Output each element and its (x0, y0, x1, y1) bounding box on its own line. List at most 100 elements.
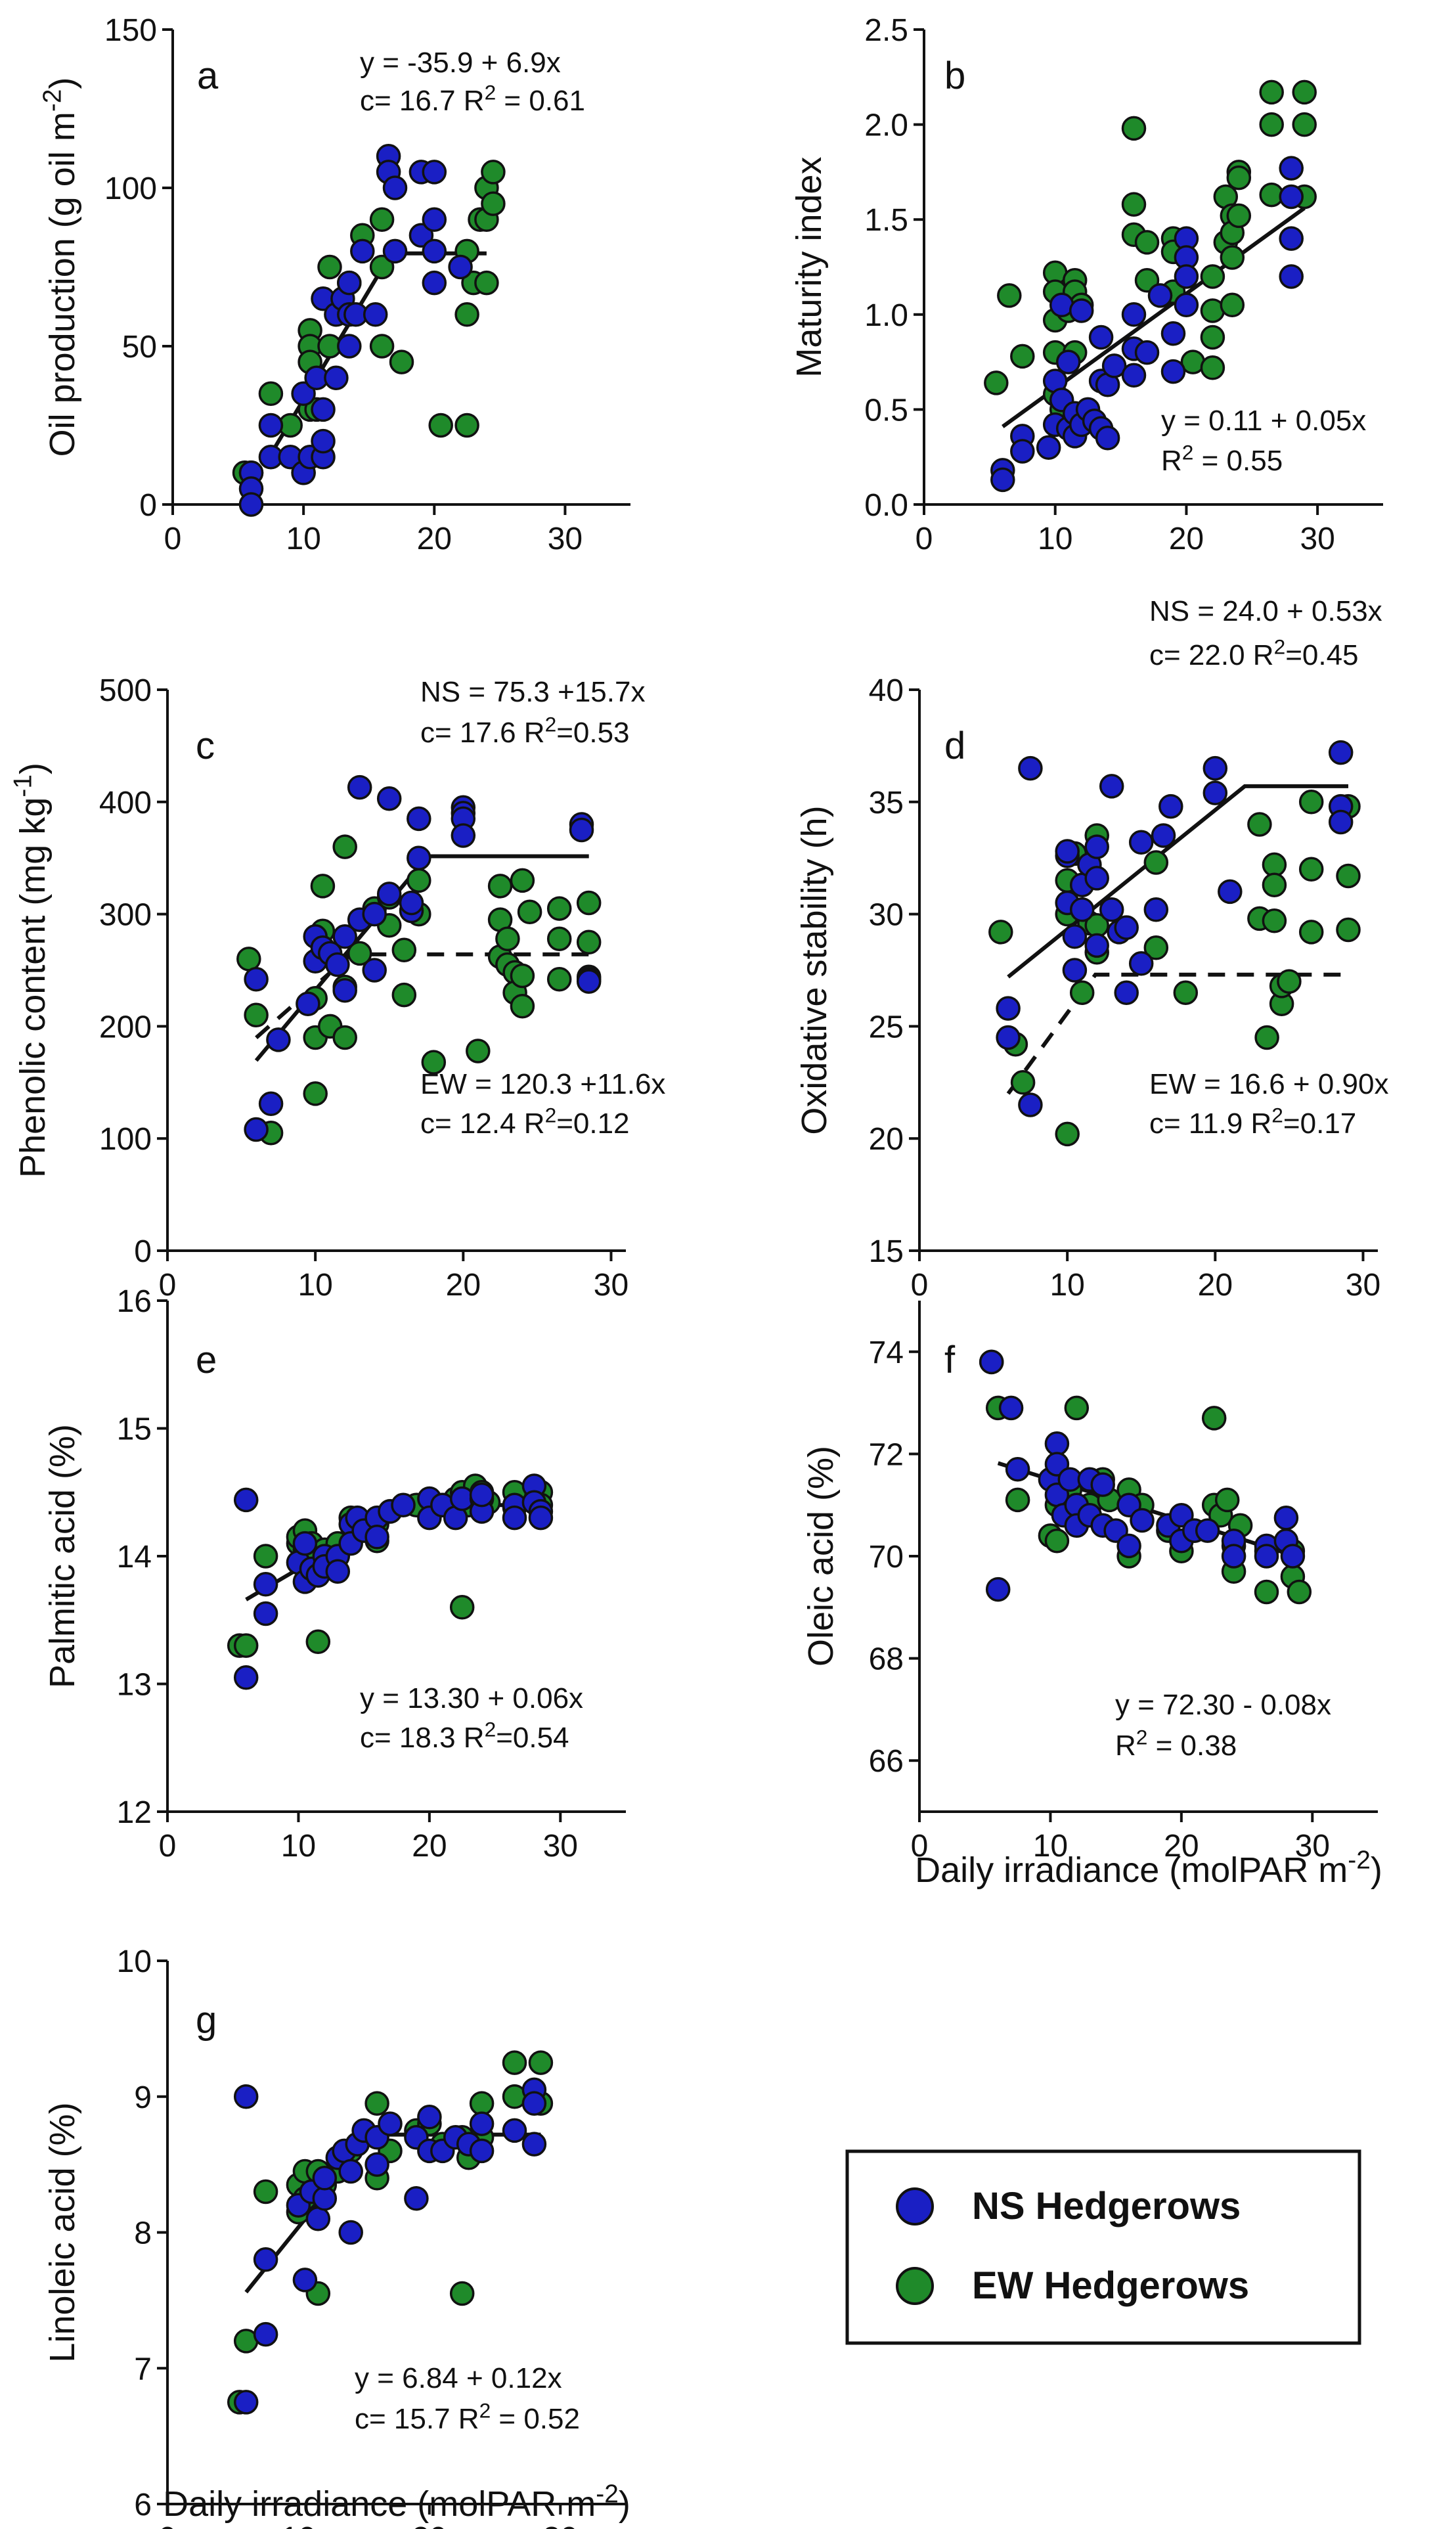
point-ew (487, 874, 513, 899)
legend-ns-label: NS Hedgerows (972, 2185, 1241, 2227)
point-ns (253, 1572, 278, 1597)
point-ns (332, 924, 357, 949)
y-tick-label: 150 (104, 13, 157, 48)
point-ns (1158, 794, 1183, 819)
point-ns (324, 365, 349, 390)
x-tick-label: 10 (286, 522, 320, 556)
point-ns (1069, 298, 1094, 323)
point-ns (233, 1665, 259, 1690)
point-ew (1134, 230, 1160, 255)
point-ew (233, 1633, 259, 1658)
point-ns (1143, 897, 1169, 922)
point-ew (454, 302, 479, 327)
point-ns (233, 1487, 259, 1513)
y-tick-label: 68 (869, 1642, 904, 1677)
point-ns (325, 1559, 351, 1584)
point-ns (312, 2166, 338, 2191)
point-ew (389, 349, 414, 374)
x-tick-label: 0 (159, 2521, 177, 2529)
point-ns (244, 1117, 269, 1142)
point-ns (364, 2152, 389, 2177)
point-ns (233, 2390, 259, 2415)
y-tick-label: 400 (99, 786, 152, 820)
panel-label: g (196, 1999, 217, 2042)
point-ew (1121, 192, 1147, 217)
point-ns (1134, 340, 1160, 365)
point-ns (1151, 823, 1176, 848)
point-ns (253, 2321, 278, 2347)
point-ns (417, 2105, 442, 2130)
point-ns (364, 1525, 389, 1550)
point-ns (253, 1601, 278, 1626)
point-ew (1214, 1487, 1240, 1513)
point-ns (1018, 755, 1043, 781)
y-tick-label: 100 (104, 171, 157, 206)
point-ew (1292, 112, 1317, 137)
equation-line: c= 11.9 R2=0.17 (1149, 1103, 1356, 1140)
point-ns (296, 991, 320, 1016)
x-tick-label: 10 (281, 2521, 316, 2529)
point-ew (1287, 1579, 1312, 1605)
point-ns (1069, 897, 1095, 922)
point-ns (325, 952, 350, 977)
equation-line: y = 13.30 + 0.06x (360, 1682, 583, 1714)
y-tick-label: 0.0 (864, 488, 908, 523)
equation-line: R2 = 0.55 (1161, 440, 1283, 477)
y-tick-label: 10 (117, 1944, 152, 1979)
point-ns (238, 492, 264, 517)
y-tick-label: 25 (869, 1010, 904, 1044)
x-tick-label: 30 (1346, 1268, 1380, 1303)
point-ns (305, 2206, 331, 2231)
point-ew (546, 966, 572, 992)
point-ew (1262, 872, 1287, 897)
y-tick-label: 6 (134, 2488, 152, 2522)
y-axis-label: Phenolic content (mg kg-1) (9, 763, 53, 1178)
point-ns (422, 270, 447, 296)
y-tick-label: 12 (117, 1795, 152, 1830)
point-ns (350, 238, 375, 264)
panel-label: f (944, 1339, 956, 1381)
point-ns (469, 2111, 495, 2136)
point-ns (362, 958, 387, 983)
point-ew (364, 2091, 389, 2116)
point-ns (1202, 755, 1228, 781)
x-tick-label: 20 (446, 1268, 481, 1303)
point-ew (1292, 79, 1317, 105)
point-ns (1279, 184, 1304, 210)
fit-line-dashed (1006, 972, 1348, 1095)
point-ew (258, 381, 284, 407)
point-ew (1173, 980, 1199, 1005)
y-tick-label: 66 (869, 1744, 904, 1779)
y-tick-label: 40 (869, 673, 904, 708)
point-ew (1254, 1025, 1279, 1050)
x-tick-label: 10 (1033, 1829, 1068, 1864)
point-ns (1202, 780, 1228, 805)
y-tick-label: 0.5 (864, 393, 908, 428)
point-ns (258, 1091, 284, 1117)
point-ns (363, 302, 388, 327)
point-ns (312, 2186, 338, 2211)
point-ns (1099, 774, 1124, 799)
point-ew (528, 2050, 554, 2075)
equation-line: y = 72.30 - 0.08x (1115, 1689, 1331, 1721)
point-ns (521, 2091, 547, 2116)
point-ns (376, 786, 402, 811)
equation-line: c= 16.7 R2 = 0.61 (360, 80, 585, 117)
point-ns (422, 207, 447, 232)
point-ns (408, 223, 434, 248)
point-ew (332, 834, 357, 859)
point-ns (998, 1395, 1024, 1421)
panel-g: 0 10 20 30 6 7 8 9 10 g Linoleic acid (%) Daily irr… (43, 1944, 630, 2529)
equation-line: y = 6.84 + 0.12x (355, 2362, 562, 2394)
point-ns (1128, 951, 1154, 976)
point-ew (1298, 790, 1324, 815)
y-tick-label: 300 (99, 898, 152, 933)
x-axis-label: Daily irradiance (molPAR m-2) (915, 1846, 1382, 1890)
point-ns (1174, 264, 1199, 289)
point-ew (1143, 935, 1169, 960)
point-ns (1328, 740, 1354, 765)
point-ns (979, 1349, 1004, 1375)
point-ns (576, 969, 602, 994)
x-tick-label: 20 (1198, 1268, 1233, 1303)
